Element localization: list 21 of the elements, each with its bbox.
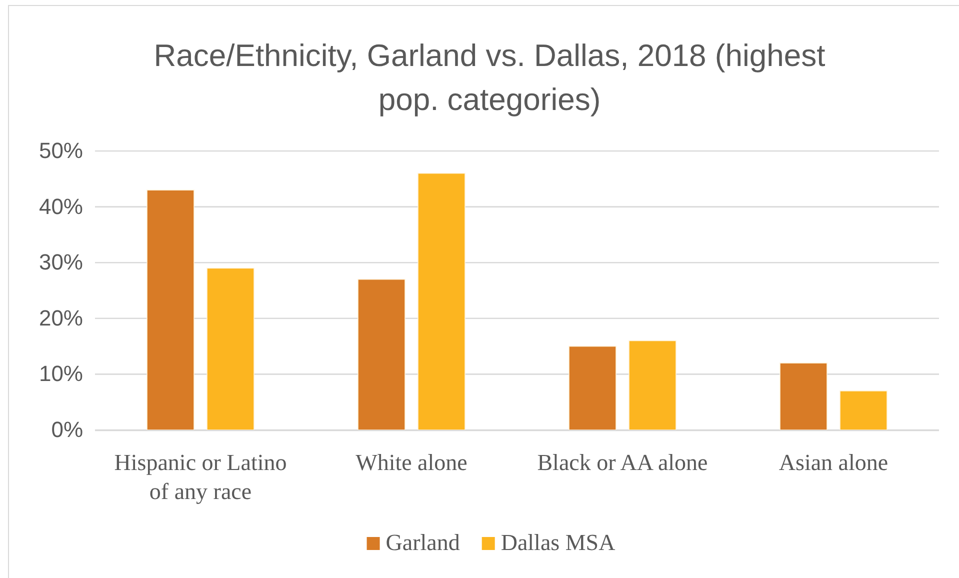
bar: [418, 172, 466, 430]
bar: [568, 346, 616, 430]
x-tick-label: Hispanic or Latino of any race: [114, 450, 287, 504]
chart-title: Race/Ethnicity, Garland vs. Dallas, 2018 (highest pop. categories): [154, 38, 826, 117]
x-tick-label: Black or AA alone: [537, 450, 708, 475]
y-tick-label: 40%: [38, 194, 83, 219]
bar: [358, 278, 406, 430]
bar: [206, 268, 254, 430]
y-tick-label: 20%: [38, 305, 83, 330]
bar: [840, 390, 888, 430]
x-tick-label: Asian alone: [778, 450, 888, 475]
y-tick-label: 30%: [38, 250, 83, 275]
bar: [628, 340, 676, 430]
y-tick-label: 50%: [38, 138, 83, 164]
legend-label: Dallas MSA: [500, 530, 616, 555]
x-tick-label: White alone: [356, 450, 468, 475]
y-tick-label: 0%: [51, 417, 83, 442]
y-tick-label: 10%: [38, 361, 83, 386]
legend-label: Garland: [386, 530, 460, 555]
bar: [780, 362, 828, 430]
bar: [146, 190, 194, 430]
